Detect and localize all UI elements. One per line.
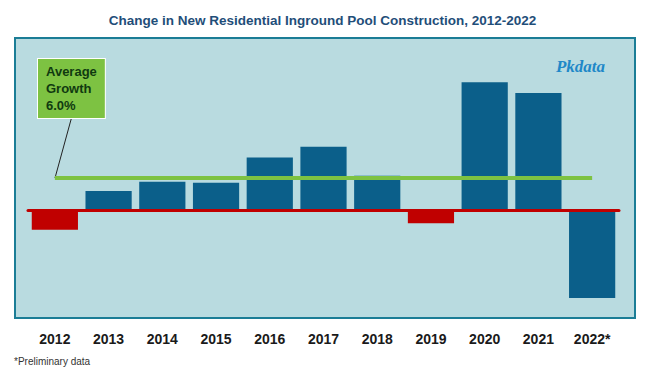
- svg-text:*Preliminary data: *Preliminary data: [14, 356, 91, 367]
- svg-text:2018: 2018: [362, 331, 393, 347]
- svg-text:2019: 2019: [415, 331, 446, 347]
- svg-text:6.0%: 6.0%: [46, 98, 76, 113]
- svg-text:2021: 2021: [523, 331, 554, 347]
- svg-text:2017: 2017: [308, 331, 339, 347]
- svg-text:Pkdata: Pkdata: [555, 57, 606, 76]
- svg-text:2012: 2012: [39, 331, 70, 347]
- svg-text:2013: 2013: [93, 331, 124, 347]
- svg-text:2022*: 2022*: [574, 331, 611, 347]
- svg-text:Change in New Residential Ingr: Change in New Residential Inground Pool …: [109, 13, 537, 28]
- svg-text:2016: 2016: [254, 331, 285, 347]
- svg-text:Average: Average: [46, 64, 97, 79]
- svg-text:2014: 2014: [147, 331, 178, 347]
- svg-text:2015: 2015: [200, 331, 231, 347]
- svg-text:Growth: Growth: [46, 81, 92, 96]
- svg-text:2020: 2020: [469, 331, 500, 347]
